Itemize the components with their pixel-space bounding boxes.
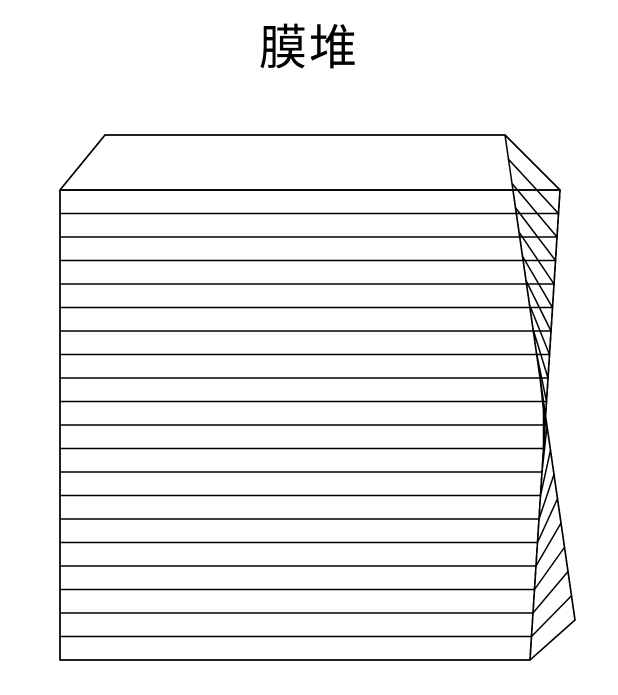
figure-root: 膜堆 (0, 0, 618, 695)
membrane-stack-diagram (0, 0, 618, 695)
